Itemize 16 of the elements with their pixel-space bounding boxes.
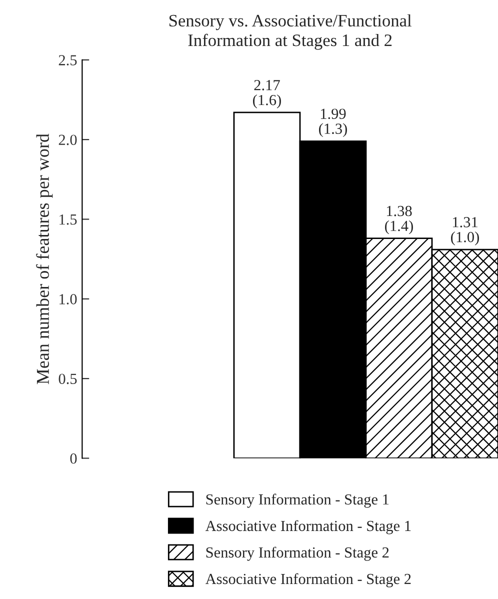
- data-label: 2.17 (1.6): [253, 80, 281, 108]
- y-axis-title: Mean number of features per word: [36, 134, 53, 384]
- y-tick-label: 0: [70, 453, 77, 464]
- y-tick-label: 1.0: [60, 294, 77, 304]
- y-tick-label: 2.5: [58, 55, 77, 66]
- legend-label: Associative Information - Stage 1: [205, 520, 411, 534]
- data-label: 1.38 (1.4): [385, 206, 413, 234]
- data-label: 1.99 (1.3): [319, 108, 347, 137]
- y-tick-label: 0.5: [58, 374, 77, 384]
- chart-title: Sensory vs. Associative/Functional Information at Stages 1 and 2: [169, 14, 412, 50]
- legend-label: Sensory Information - Stage 1: [206, 494, 389, 508]
- legend-label: Sensory Information - Stage 2: [206, 546, 389, 561]
- legend-label: Associative Information - Stage 2: [205, 573, 411, 588]
- y-tick-label: 2.0: [58, 134, 77, 146]
- y-tick-label: 1.5: [60, 214, 77, 225]
- data-label: 1.31 (1.0): [451, 217, 479, 246]
